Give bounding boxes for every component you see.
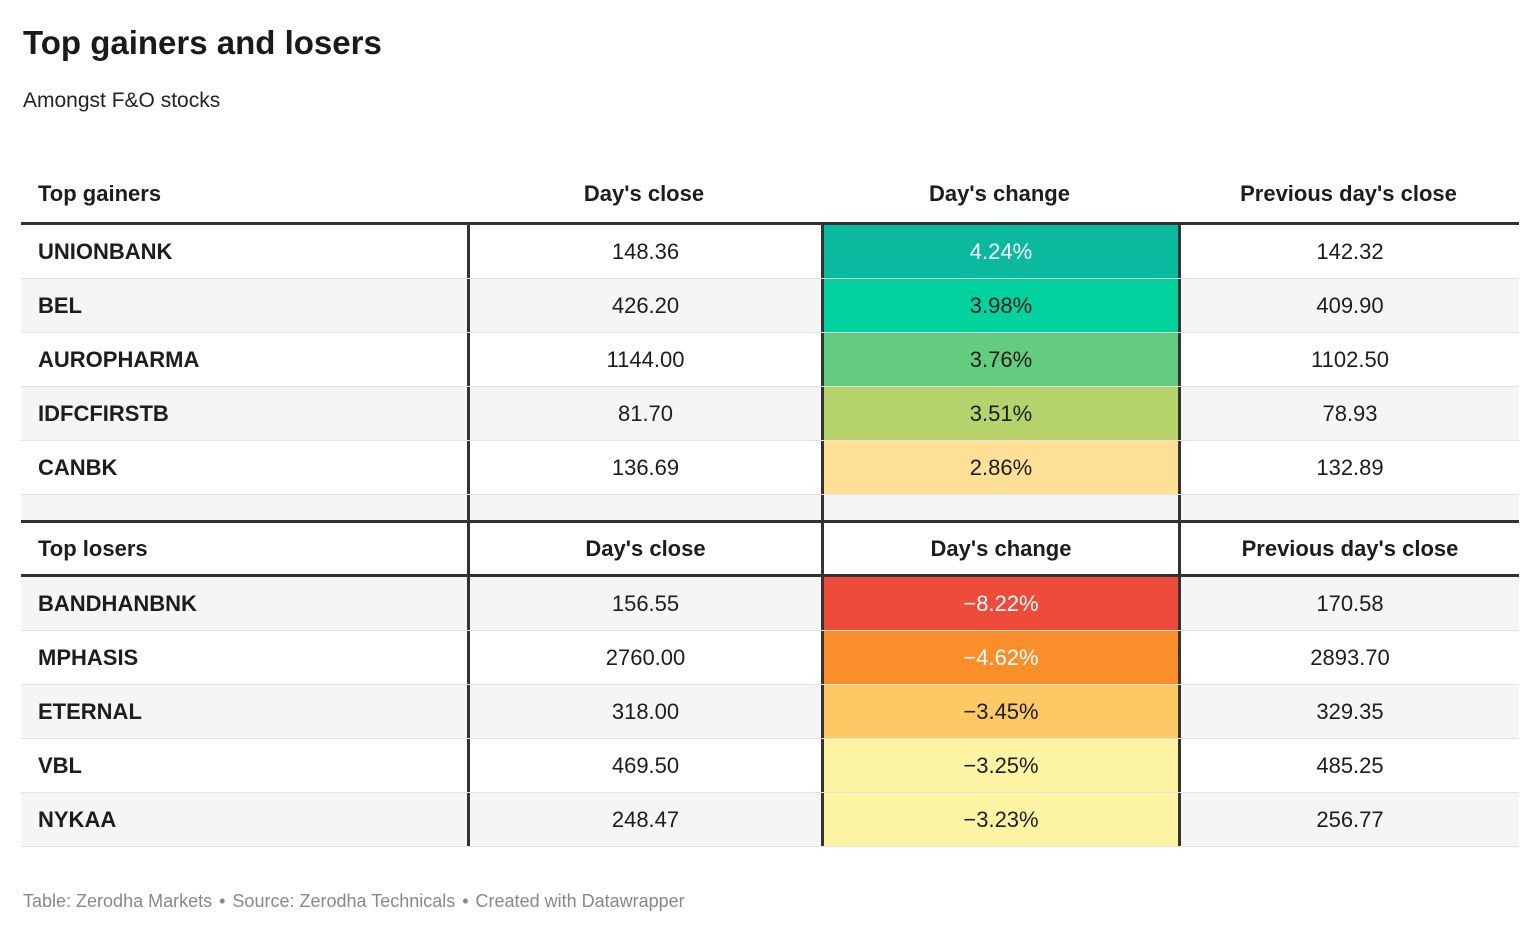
days-change-value: 2.86% xyxy=(821,441,1178,494)
attribution-footer: Table: Zerodha Markets • Source: Zerodha Tec… xyxy=(21,847,1519,912)
gainers-table: Top gainers Day's close Day's change Pre… xyxy=(21,165,1519,520)
losers-table: Top losers Day's close Day's change Prev… xyxy=(21,520,1519,847)
source-link[interactable]: Zerodha Technicals xyxy=(299,891,456,911)
table-row: UNIONBANK 148.36 4.24% 142.32 xyxy=(21,225,1519,279)
days-close-value: 248.47 xyxy=(467,793,821,846)
days-change-value: 3.76% xyxy=(821,333,1178,386)
stock-name: AUROPHARMA xyxy=(38,346,200,372)
stock-name: NYKAA xyxy=(38,806,117,832)
prev-close-value: 142.32 xyxy=(1178,225,1519,278)
days-close-value: 2760.00 xyxy=(467,631,821,684)
chart-container: Top gainers and losers Amongst F&O stock… xyxy=(21,24,1519,912)
gainers-table-header: Top gainers Day's close Day's change Pre… xyxy=(21,165,1519,225)
column-header-days-change: Day's change xyxy=(821,523,1178,574)
column-header-prev-close: Previous day's close xyxy=(1240,180,1457,206)
table-row: BEL 426.20 3.98% 409.90 xyxy=(21,279,1519,333)
table-row: MPHASIS 2760.00 −4.62% 2893.70 xyxy=(21,631,1519,685)
days-close-value: 136.69 xyxy=(467,441,821,494)
days-close-value: 318.00 xyxy=(467,685,821,738)
source-label: Source: xyxy=(232,891,295,911)
prev-close-value: 170.58 xyxy=(1178,577,1519,630)
days-close-value: 469.50 xyxy=(467,739,821,792)
days-change-value: 3.98% xyxy=(821,279,1178,332)
column-header-prev-close: Previous day's close xyxy=(1178,523,1519,574)
stock-name: VBL xyxy=(38,752,82,778)
prev-close-value: 1102.50 xyxy=(1178,333,1519,386)
days-change-value: −4.62% xyxy=(821,631,1178,684)
stock-name: ETERNAL xyxy=(38,698,142,724)
prev-close-value: 78.93 xyxy=(1178,387,1519,440)
losers-section-label: Top losers xyxy=(38,535,148,561)
page-subtitle: Amongst F&O stocks xyxy=(23,89,221,112)
table-credit-link[interactable]: Zerodha Markets xyxy=(76,891,213,911)
losers-table-body: BANDHANBNK 156.55 −8.22% 170.58 MPHASIS … xyxy=(21,577,1519,847)
days-change-value: −8.22% xyxy=(821,577,1178,630)
column-header-days-change: Day's change xyxy=(929,180,1070,206)
prev-close-value: 409.90 xyxy=(1178,279,1519,332)
table-row: BANDHANBNK 156.55 −8.22% 170.58 xyxy=(21,577,1519,631)
stock-name: CANBK xyxy=(38,454,118,480)
footer-separator: • xyxy=(219,891,226,911)
datawrapper-credit-link[interactable]: Created with Datawrapper xyxy=(475,891,685,911)
table-row: CANBK 136.69 2.86% 132.89 xyxy=(21,441,1519,495)
days-change-value: −3.45% xyxy=(821,685,1178,738)
stock-name: BEL xyxy=(38,292,82,318)
days-change-value: 4.24% xyxy=(821,225,1178,278)
days-close-value: 156.55 xyxy=(467,577,821,630)
gainers-section-label: Top gainers xyxy=(38,180,162,206)
table-row: AUROPHARMA 1144.00 3.76% 1102.50 xyxy=(21,333,1519,387)
column-header-days-close: Day's close xyxy=(467,523,821,574)
prev-close-value: 329.35 xyxy=(1178,685,1519,738)
table-row: ETERNAL 318.00 −3.45% 329.35 xyxy=(21,685,1519,739)
days-change-value: −3.25% xyxy=(821,739,1178,792)
days-close-value: 148.36 xyxy=(467,225,821,278)
days-close-value: 81.70 xyxy=(467,387,821,440)
days-close-value: 426.20 xyxy=(467,279,821,332)
table-row: NYKAA 248.47 −3.23% 256.77 xyxy=(21,793,1519,847)
gainers-table-body: UNIONBANK 148.36 4.24% 142.32 BEL 426.20… xyxy=(21,225,1519,520)
days-change-value: −3.23% xyxy=(821,793,1178,846)
stock-name: IDFCFIRSTB xyxy=(38,400,169,426)
prev-close-value: 132.89 xyxy=(1178,441,1519,494)
stock-name: BANDHANBNK xyxy=(38,590,197,616)
prev-close-value: 256.77 xyxy=(1178,793,1519,846)
losers-table-header: Top losers Day's close Day's change Prev… xyxy=(21,523,1519,577)
prev-close-value: 485.25 xyxy=(1178,739,1519,792)
page-title: Top gainers and losers xyxy=(23,24,382,61)
table-row: VBL 469.50 −3.25% 485.25 xyxy=(21,739,1519,793)
stock-name: UNIONBANK xyxy=(38,238,173,264)
days-change-value: 3.51% xyxy=(821,387,1178,440)
prev-close-value: 2893.70 xyxy=(1178,631,1519,684)
table-credit-label: Table: xyxy=(23,891,72,911)
column-header-days-close: Day's close xyxy=(583,180,705,206)
days-close-value: 1144.00 xyxy=(467,333,821,386)
stock-name: MPHASIS xyxy=(38,644,139,670)
clipped-table-row xyxy=(21,495,1519,520)
footer-separator: • xyxy=(462,891,469,911)
table-row: IDFCFIRSTB 81.70 3.51% 78.93 xyxy=(21,387,1519,441)
